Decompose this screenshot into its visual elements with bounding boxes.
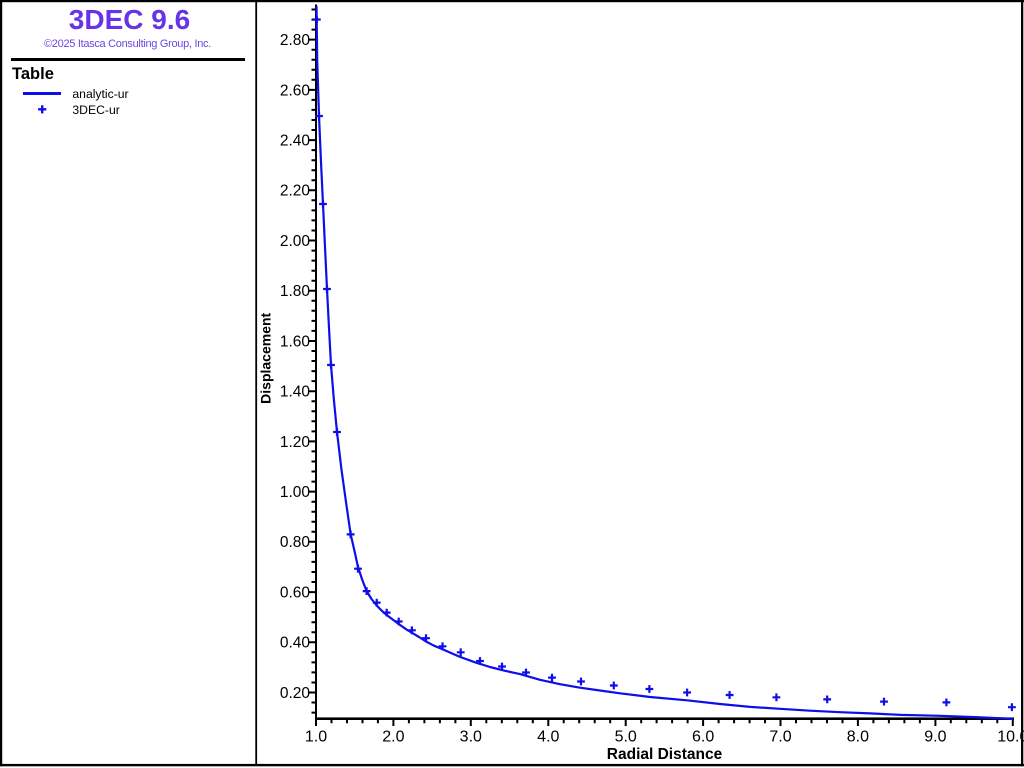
svg-text:10.0: 10.0 xyxy=(997,729,1024,746)
svg-text:0.60: 0.60 xyxy=(280,585,311,602)
svg-text:9.0: 9.0 xyxy=(924,729,946,746)
svg-text:2.0: 2.0 xyxy=(382,729,404,746)
svg-text:8.0: 8.0 xyxy=(847,729,869,746)
svg-text:1.0: 1.0 xyxy=(305,729,327,746)
svg-text:3.0: 3.0 xyxy=(460,729,482,746)
svg-text:0.40: 0.40 xyxy=(280,635,311,652)
svg-text:1.60: 1.60 xyxy=(280,333,311,350)
svg-text:2.00: 2.00 xyxy=(280,233,311,250)
svg-text:Radial Distance: Radial Distance xyxy=(607,746,723,763)
svg-text:2.80: 2.80 xyxy=(280,32,311,49)
svg-text:6.0: 6.0 xyxy=(692,729,714,746)
svg-text:4.0: 4.0 xyxy=(537,729,559,746)
svg-text:2.60: 2.60 xyxy=(280,82,311,99)
svg-text:Displacement: Displacement xyxy=(258,312,274,403)
svg-text:0.80: 0.80 xyxy=(280,534,311,551)
svg-text:2.20: 2.20 xyxy=(280,183,311,200)
svg-text:1.40: 1.40 xyxy=(280,384,311,401)
svg-text:1.00: 1.00 xyxy=(280,484,311,501)
svg-text:7.0: 7.0 xyxy=(769,729,791,746)
svg-text:1.80: 1.80 xyxy=(280,283,311,300)
svg-text:2.40: 2.40 xyxy=(280,133,311,150)
svg-text:0.20: 0.20 xyxy=(280,685,311,702)
svg-text:5.0: 5.0 xyxy=(615,729,637,746)
svg-text:1.20: 1.20 xyxy=(280,434,311,451)
